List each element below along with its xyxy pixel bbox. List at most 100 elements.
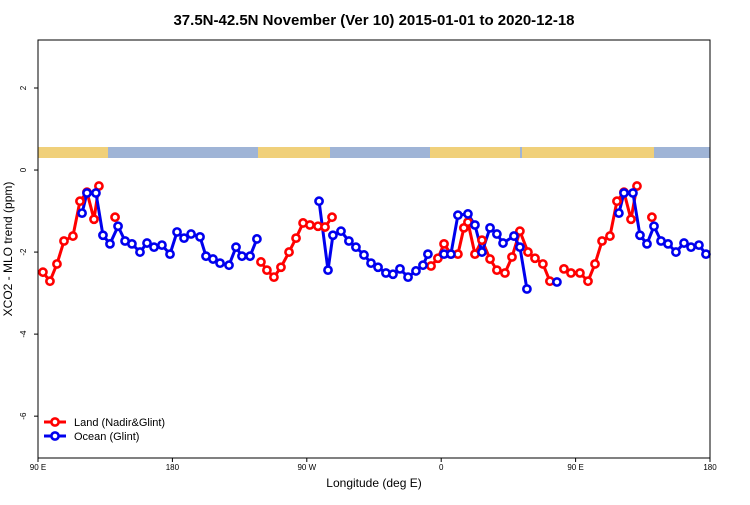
- data-point: [552, 277, 562, 287]
- data-point: [635, 230, 645, 241]
- data-point: [359, 250, 369, 260]
- data-point: [626, 214, 636, 225]
- data-point: [344, 236, 354, 246]
- map-strip: [38, 147, 710, 158]
- data-point: [135, 247, 145, 257]
- data-point: [215, 258, 225, 269]
- plot-frame: [37, 39, 711, 459]
- data-point: [89, 214, 99, 225]
- data-point: [82, 188, 92, 198]
- data-point: [628, 188, 638, 198]
- data-point: [231, 242, 241, 253]
- land-strip: [430, 147, 520, 158]
- data-point: [492, 229, 502, 239]
- data-point: [530, 253, 540, 264]
- data-point: [523, 247, 533, 257]
- data-point: [149, 242, 159, 253]
- data-point: [500, 268, 510, 278]
- data-point: [256, 257, 266, 267]
- data-point: [237, 251, 247, 262]
- data-point: [68, 231, 78, 241]
- land-strip: [38, 147, 108, 158]
- data-point: [327, 212, 337, 223]
- data-point: [477, 247, 487, 257]
- data-point: [320, 222, 330, 232]
- data-point: [59, 236, 69, 246]
- data-point: [605, 231, 615, 241]
- data-point: [113, 221, 123, 232]
- data-point: [485, 222, 495, 233]
- data-point: [98, 230, 108, 241]
- y-tick-label: 0: [19, 167, 28, 172]
- data-point: [411, 266, 421, 276]
- data-point: [426, 261, 436, 271]
- data-point: [172, 227, 182, 237]
- y-tick-label: -6: [19, 412, 28, 420]
- data-point: [423, 249, 433, 260]
- data-point: [575, 268, 585, 278]
- data-point: [403, 272, 413, 282]
- ocean-strip: [38, 147, 710, 158]
- data-point: [262, 265, 272, 276]
- data-point: [514, 242, 525, 253]
- data-point: [492, 265, 502, 276]
- data-point: [509, 231, 519, 241]
- data-point: [351, 242, 361, 253]
- data-point: [507, 252, 517, 262]
- data-point: [157, 240, 167, 251]
- data-point: [642, 238, 652, 249]
- data-point: [446, 249, 456, 260]
- data-point: [252, 234, 262, 244]
- data-point: [439, 238, 449, 249]
- data-point: [632, 181, 642, 191]
- legend-marker: [50, 417, 60, 427]
- data-point: [45, 276, 55, 287]
- data-point: [208, 254, 218, 264]
- data-point: [323, 265, 333, 276]
- data-point: [418, 260, 428, 271]
- data-point: [522, 284, 532, 294]
- x-tick-label: 90 E: [567, 463, 583, 472]
- data-point: [395, 263, 405, 274]
- data-point: [179, 233, 189, 244]
- data-point: [583, 276, 593, 287]
- data-point: [612, 196, 622, 207]
- legend-marker: [50, 431, 60, 441]
- data-point: [52, 259, 62, 269]
- data-point: [566, 268, 576, 278]
- x-tick-label: 180: [703, 463, 717, 472]
- data-point: [276, 262, 286, 273]
- data-point: [498, 238, 508, 248]
- data-point: [269, 272, 279, 282]
- data-point: [559, 263, 569, 274]
- data-point: [373, 262, 383, 273]
- land-strip: [522, 147, 654, 158]
- data-point: [686, 242, 696, 253]
- data-point: [614, 208, 624, 219]
- y-tick-label: 2: [19, 85, 28, 90]
- data-point: [597, 236, 607, 246]
- data-point: [195, 231, 205, 242]
- data-point: [91, 188, 101, 198]
- data-point: [328, 230, 338, 241]
- data-point: [590, 259, 600, 269]
- data-point: [537, 259, 548, 269]
- x-tick-label: 180: [166, 463, 180, 472]
- data-point: [647, 212, 657, 223]
- y-tick-label: -4: [19, 330, 28, 338]
- data-point: [305, 220, 315, 230]
- data-point: [470, 220, 480, 230]
- data-point: [142, 238, 152, 248]
- data-point: [649, 221, 659, 232]
- data-point: [77, 208, 87, 219]
- chart-title: 37.5N-42.5N November (Ver 10) 2015-01-01…: [173, 12, 574, 29]
- data-point: [514, 226, 525, 237]
- data-point: [463, 209, 473, 219]
- data-point: [336, 226, 346, 237]
- data-point: [75, 196, 85, 207]
- data-point: [314, 196, 324, 207]
- data-point: [245, 251, 255, 262]
- x-tick-label: 0: [439, 463, 444, 472]
- data-point: [38, 267, 48, 278]
